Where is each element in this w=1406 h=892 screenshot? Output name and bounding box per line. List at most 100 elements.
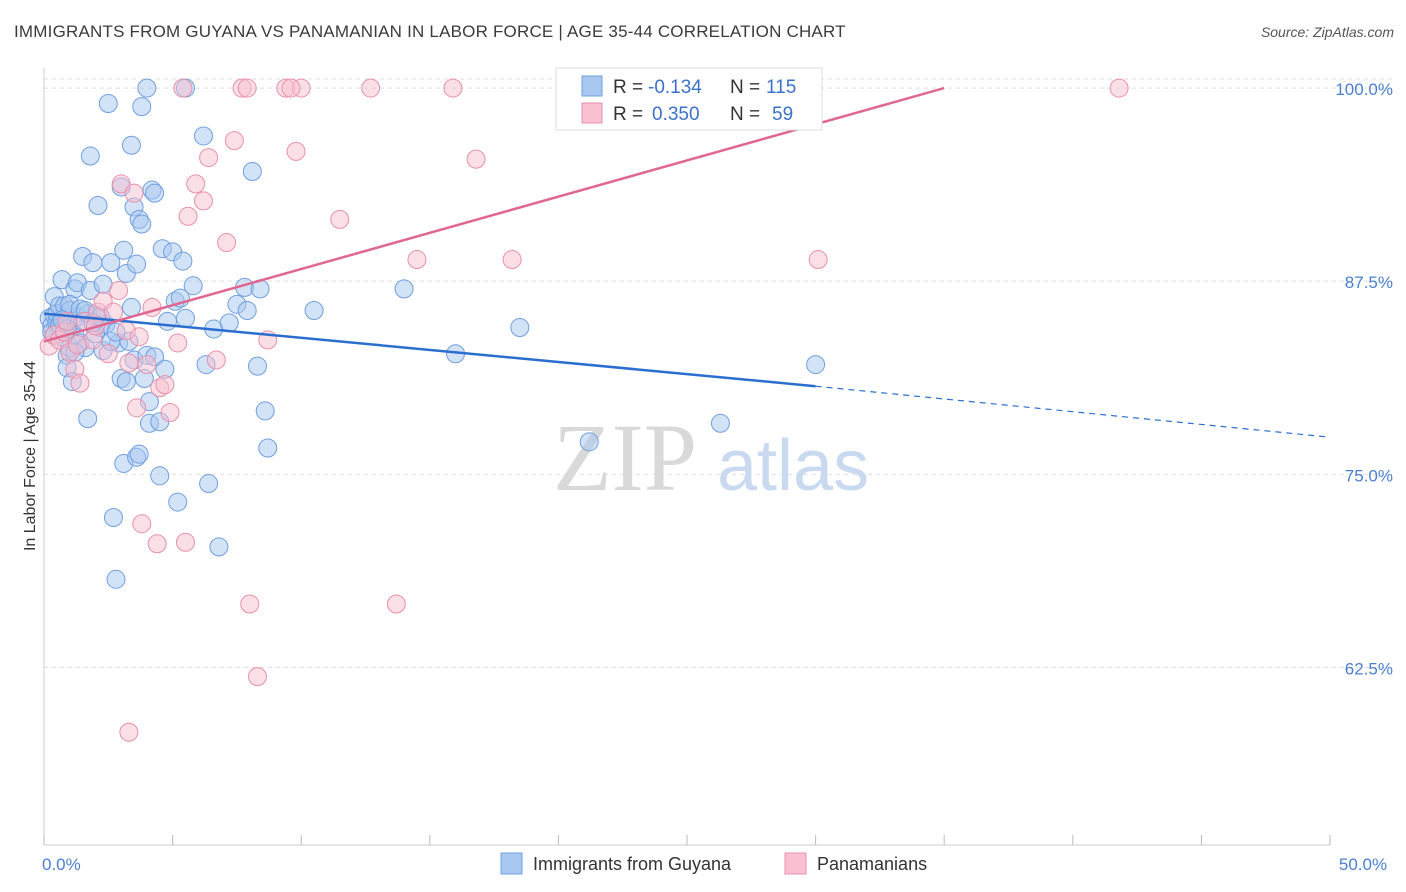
guyana-point (78, 409, 98, 429)
panamanian-point (186, 174, 206, 194)
trend-line-guyana (43, 312, 816, 388)
guyana-point (175, 308, 195, 328)
legend-r-label-2: R = (613, 104, 643, 125)
y-tick-labels: 62.5% 75.0% 87.5% 100.0% (1335, 80, 1393, 678)
watermark-atlas: atlas (717, 426, 869, 506)
guyana-point (209, 537, 229, 557)
guyana-point (157, 311, 177, 331)
guyana-point (237, 301, 257, 321)
panamanian-point (407, 250, 427, 270)
guyana-point (193, 126, 213, 146)
guyana-point (579, 432, 599, 452)
guyana-point (304, 301, 324, 321)
panamanian-point (70, 373, 90, 393)
y-tick-label: 75.0% (1345, 466, 1393, 485)
panamanian-point (147, 534, 167, 554)
panamanian-point (119, 722, 139, 742)
panamanian-point (443, 78, 463, 98)
panamanian-point (155, 375, 175, 395)
panamanian-point (240, 594, 260, 614)
guyana-point (150, 466, 170, 486)
guyana-point (101, 253, 121, 273)
guyana-point (132, 97, 152, 117)
guyana-point (173, 251, 193, 271)
guyana-point (114, 240, 134, 260)
guyana-point (127, 254, 147, 274)
trend-line-guyana-extension (815, 385, 1331, 438)
guyana-point (132, 214, 152, 234)
y-tick-label: 100.0% (1335, 80, 1393, 99)
watermark-zip: ZIP (553, 404, 697, 511)
guyana-point (103, 508, 123, 528)
guyana-point (394, 279, 414, 299)
series-legend-label-guyana: Immigrants from Guyana (533, 854, 732, 874)
series-legend-label-panamanians: Panamanians (817, 854, 927, 874)
panamanian-point (286, 141, 306, 161)
panamanian-point (98, 344, 118, 364)
guyana-point (129, 444, 149, 464)
guyana-point (183, 276, 203, 296)
x-tick-marks (43, 835, 1331, 845)
panamanian-point (502, 250, 522, 270)
panamanian-point (137, 355, 157, 375)
chart-title: IMMIGRANTS FROM GUYANA VS PANAMANIAN IN … (14, 22, 846, 41)
legend-n-label-2: N = (730, 104, 760, 125)
panamanian-point (224, 131, 244, 151)
panamanian-point (466, 149, 486, 169)
panamanian-point (111, 174, 131, 194)
panamanian-point (199, 148, 219, 168)
guyana-point (88, 195, 108, 215)
panamanian-point (127, 398, 147, 418)
guyana-point (116, 372, 136, 392)
guyana-point (242, 161, 262, 181)
panamanian-point (247, 667, 267, 687)
legend-r-label-1: R = (613, 77, 643, 98)
x-tick-label-max: 50.0% (1339, 855, 1387, 874)
legend-n-value-2: 59 (772, 104, 793, 125)
panamanian-point (1109, 78, 1129, 98)
series-legend-swatch-guyana (500, 852, 523, 875)
legend-n-label-1: N = (730, 77, 760, 98)
panamanian-point (119, 353, 139, 373)
legend-swatch-guyana (581, 75, 603, 97)
panamanian-point (168, 333, 188, 353)
panamanian-point (173, 78, 193, 98)
guyana-point (258, 438, 278, 458)
guyana-point (98, 94, 118, 114)
panamanian-point (386, 594, 406, 614)
guyana-point (145, 183, 165, 203)
y-tick-label: 87.5% (1345, 273, 1393, 292)
panamanian-point (175, 532, 195, 552)
legend-swatch-panamanians (581, 102, 603, 124)
panamanian-point (109, 280, 129, 300)
x-tick-label-min: 0.0% (42, 855, 81, 874)
guyana-point (806, 355, 826, 375)
panamanian-point (129, 327, 149, 347)
panamanian-point (361, 78, 381, 98)
panamanian-point (808, 250, 828, 270)
legend-n-value-1: 115 (766, 77, 796, 98)
y-axis-label: In Labor Force | Age 35-44 (22, 361, 39, 551)
guyana-point (168, 492, 188, 512)
guyana-point (219, 313, 239, 333)
panamanian-point (237, 78, 257, 98)
series-legend: Immigrants from Guyana Panamanians (500, 852, 927, 875)
panamanian-point (217, 233, 237, 253)
guyana-point (199, 474, 219, 494)
source-label: Source: ZipAtlas.com (1260, 24, 1394, 40)
panamanian-point (178, 206, 198, 226)
panamanian-point (160, 402, 180, 422)
guyana-point (83, 253, 103, 273)
guyana-point (255, 401, 275, 421)
panamanian-point (193, 191, 213, 211)
guyana-point (121, 297, 141, 317)
guyana-point (137, 78, 157, 98)
panamanian-point (281, 78, 301, 98)
guyana-point (247, 356, 267, 376)
guyana-point (106, 569, 126, 589)
guyana-point (710, 413, 730, 433)
y-tick-label: 62.5% (1345, 659, 1393, 678)
stats-legend: R = -0.134 N = 115 R = 0.350 N = 59 (555, 67, 823, 131)
panamanian-point (206, 350, 226, 370)
